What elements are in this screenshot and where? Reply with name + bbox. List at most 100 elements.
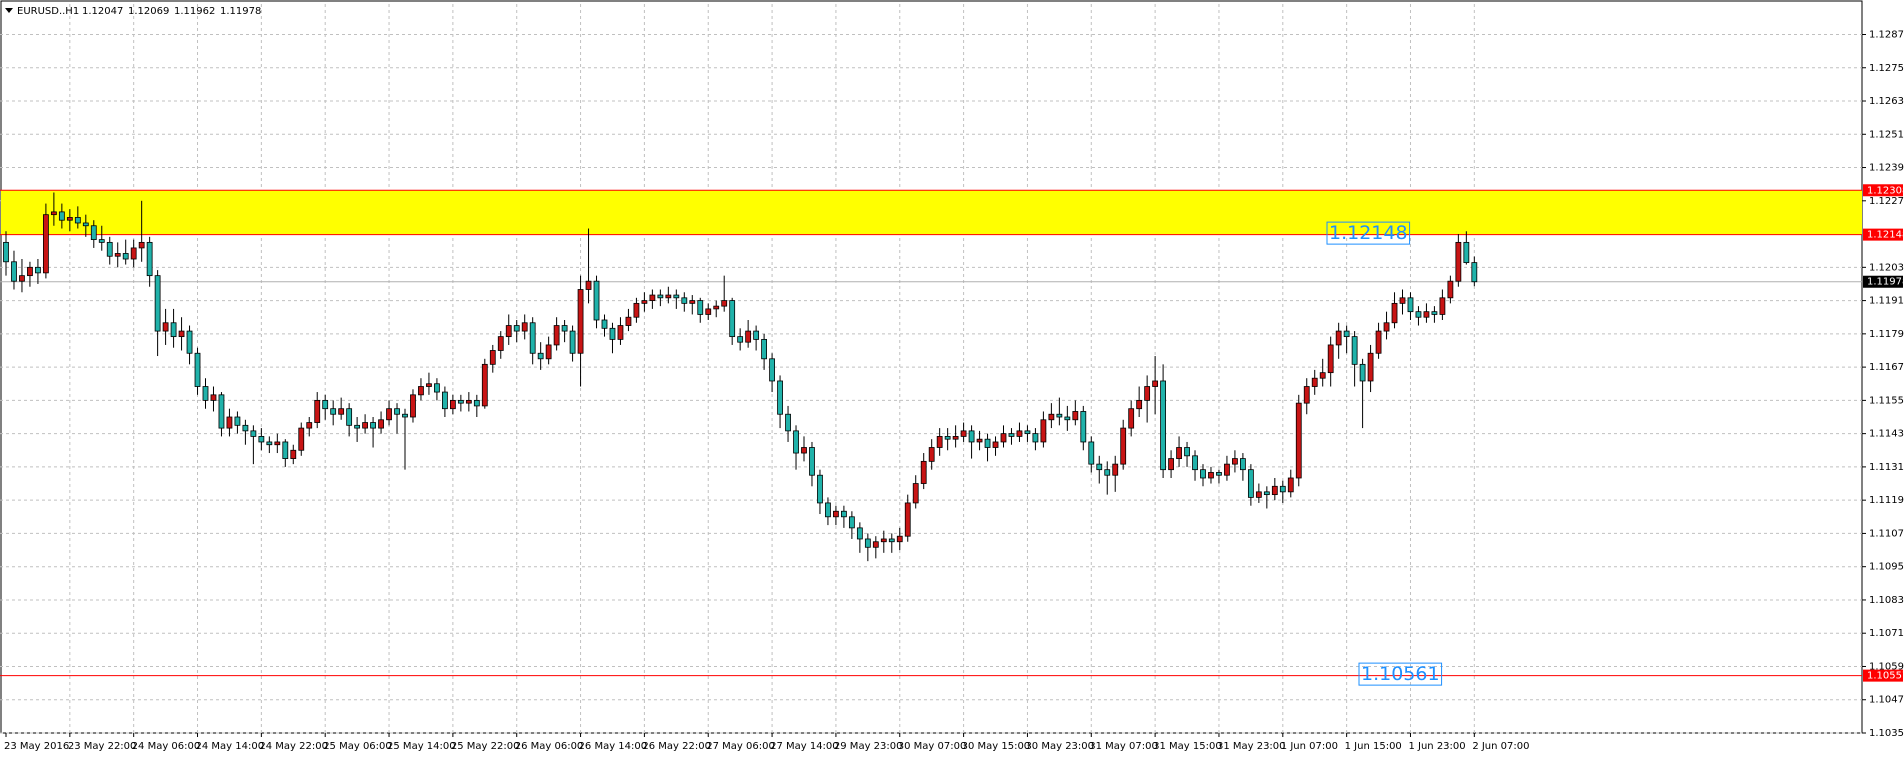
candle-body: [186, 330, 193, 354]
candle-body: [90, 225, 97, 241]
support-annotation-box: [1358, 662, 1443, 686]
symbol: EURUSD..H1: [17, 6, 79, 17]
candle-body: [1120, 427, 1127, 465]
candle-body: [625, 316, 632, 326]
candle-body: [43, 214, 49, 274]
candle-body: [1415, 311, 1422, 318]
candle-body: [178, 330, 185, 338]
candle-body: [1176, 447, 1182, 459]
header-high: 1.12069: [128, 6, 169, 17]
candle-body: [1351, 336, 1358, 365]
y-tick-label: 1.12870: [1869, 29, 1904, 40]
candle-body: [1303, 386, 1310, 404]
candle-body: [505, 325, 512, 338]
x-tick-label: 31 May 15:00: [1153, 741, 1222, 752]
candle-body: [473, 399, 480, 407]
menu-triangle[interactable]: [5, 8, 13, 13]
candle-body: [1128, 408, 1135, 429]
candle-body: [761, 338, 767, 360]
candle-body: [1271, 485, 1278, 496]
candle-body: [274, 441, 281, 446]
candle-body: [1375, 330, 1382, 354]
candle-body: [888, 538, 895, 543]
candle-body: [1327, 344, 1334, 374]
candle-body: [705, 308, 712, 315]
candle-body: [880, 538, 887, 543]
candle-body: [250, 430, 257, 437]
candle-body: [242, 424, 249, 432]
candle-body: [218, 394, 225, 429]
y-tick-label: 1.11310: [1869, 462, 1904, 473]
candle-body: [769, 358, 775, 382]
candle-body: [457, 399, 464, 404]
candle-body: [418, 386, 424, 396]
candle-body: [856, 527, 863, 540]
candle-body: [641, 300, 648, 304]
candle-body: [1208, 472, 1214, 479]
candle-body: [1455, 241, 1462, 282]
candle-body: [1391, 302, 1398, 324]
y-tick-label: 1.11550: [1869, 395, 1904, 406]
candle-body: [936, 436, 943, 448]
x-tick-label: 24 May 22:00: [259, 741, 328, 752]
candle-body: [1192, 455, 1198, 471]
candle-body: [1287, 477, 1294, 493]
candle-body: [314, 399, 321, 423]
candle-body: [649, 294, 656, 301]
candle-body: [825, 502, 831, 518]
x-tick-label: 1 Jun 07:00: [1281, 741, 1338, 752]
candle-body: [154, 275, 161, 332]
candle-body: [234, 416, 241, 426]
candle-body: [1343, 330, 1350, 338]
candle-body: [114, 253, 121, 257]
candle-body: [1040, 419, 1047, 443]
candle-body: [35, 266, 41, 274]
candle-body: [872, 541, 879, 548]
candle-body: [785, 413, 791, 432]
candle-body: [681, 297, 688, 304]
candle-body: [394, 408, 400, 415]
y-tick-label: 1.12390: [1869, 163, 1904, 174]
price-tag-label: 1.11978: [1867, 277, 1904, 288]
candle-body: [1447, 280, 1454, 299]
y-tick-label: 1.10950: [1869, 562, 1904, 573]
candle-body: [1008, 433, 1015, 437]
candle-body: [729, 300, 736, 338]
candle-body: [920, 460, 927, 484]
candle-body: [1263, 491, 1270, 496]
candle-body: [593, 280, 600, 321]
candle-body: [1439, 297, 1446, 315]
candle-body: [561, 325, 568, 332]
candle-body: [513, 325, 520, 332]
candle-body: [1335, 330, 1342, 346]
candle-body: [210, 394, 217, 401]
candle-body: [3, 241, 9, 263]
candle-body: [50, 211, 57, 216]
candle-body: [1319, 372, 1326, 379]
candle-body: [282, 441, 289, 459]
candle-body: [322, 399, 329, 410]
candle-body: [481, 363, 488, 407]
candle-body: [577, 289, 584, 354]
y-tick-label: 1.11070: [1869, 528, 1904, 539]
candle-body: [864, 538, 871, 548]
candle-body: [529, 322, 536, 354]
candle-body: [1463, 241, 1470, 264]
candle-body: [194, 352, 201, 387]
candle-body: [338, 408, 345, 415]
x-tick-label: 25 May 06:00: [323, 741, 392, 752]
candle-body: [434, 383, 440, 393]
candle-body: [1112, 463, 1119, 476]
candle-body: [1096, 463, 1103, 471]
candle-body: [138, 241, 145, 249]
header-close: 1.11978: [220, 6, 261, 17]
candle-body: [992, 441, 999, 448]
candle-body: [841, 510, 847, 518]
candle-body: [1016, 430, 1023, 437]
y-tick-label: 1.11790: [1869, 329, 1904, 340]
candle-body: [912, 483, 919, 504]
header-open: 1.12047: [82, 6, 123, 17]
candle-body: [753, 330, 760, 340]
candles: [3, 192, 1478, 562]
price-tag: [1863, 669, 1903, 682]
